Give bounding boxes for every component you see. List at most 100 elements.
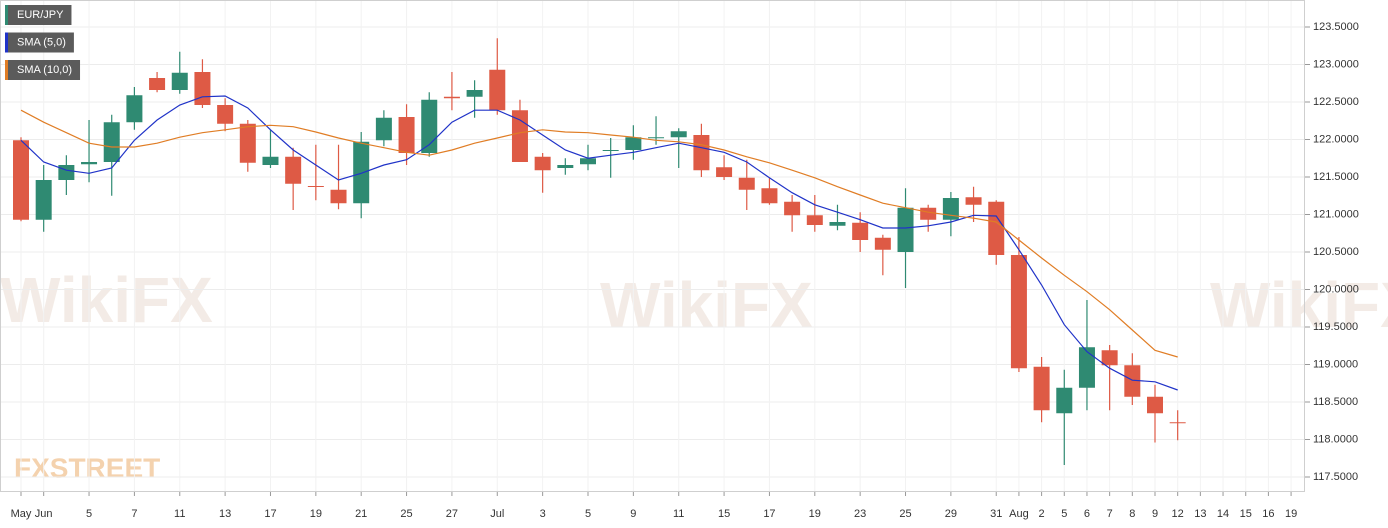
x-tick-label: 11: [673, 508, 684, 520]
x-tick-label: 15: [718, 508, 730, 520]
candle-body: [897, 207, 914, 252]
candle-body: [398, 117, 415, 153]
x-tick-label: 19: [1285, 508, 1297, 520]
x-tick-label: 13: [219, 508, 231, 520]
candle-body: [171, 72, 188, 90]
candle-body: [13, 140, 29, 220]
plot: 117.5000 118.0000 118.5000 119.0000 119.5000…: [0, 0, 1359, 520]
candle-body: [217, 105, 234, 124]
x-tick-label: Aug: [1009, 508, 1029, 520]
x-tick-label: 23: [854, 508, 866, 520]
candle-body: [648, 137, 665, 139]
candle-body: [716, 167, 733, 177]
candle-body: [1147, 396, 1163, 414]
candle-body: [81, 162, 98, 165]
candle-body: [806, 215, 823, 225]
legend-swatch: [5, 60, 8, 80]
x-tick-label: 11: [174, 508, 185, 520]
x-tick-label: 16: [1262, 508, 1274, 520]
candle-body: [421, 99, 438, 153]
watermark: WikiFX: [0, 264, 213, 336]
x-tick-label: 2: [1039, 508, 1045, 520]
candle-body: [126, 95, 143, 123]
x-tick-label: 14: [1217, 508, 1229, 520]
legend: EUR/JPY SMA (5,0) SMA (10,0): [5, 5, 81, 80]
x-tick-label: 5: [86, 508, 92, 520]
x-tick-label: 17: [264, 508, 276, 520]
candle-body: [443, 96, 460, 99]
candle-body: [1078, 347, 1095, 388]
candle-body: [1033, 366, 1050, 411]
line: [20, 95, 1178, 391]
y-tick-label: 122.5000: [1313, 96, 1359, 108]
legend-box: [5, 5, 72, 25]
x-tick-label: 9: [1152, 508, 1158, 520]
x-tick-label: 5: [585, 508, 591, 520]
candle-body: [330, 189, 347, 204]
candle-body: [1056, 387, 1073, 414]
watermark: WikiFX: [1210, 269, 1388, 341]
x-tick-label: 3: [540, 508, 546, 520]
line: [20, 109, 1178, 358]
candle-body: [1124, 365, 1141, 397]
x-tick-label: 5: [1061, 508, 1067, 520]
legend-item: EUR/JPY: [5, 5, 72, 25]
x-tick-label: 15: [1240, 508, 1252, 520]
candle-body: [534, 156, 551, 171]
candle-body: [761, 188, 778, 204]
candle-body: [353, 141, 370, 204]
candle-body: [625, 137, 642, 150]
x-tick-label: May: [11, 508, 32, 520]
candle-body: [194, 72, 211, 105]
legend-swatch: [5, 5, 8, 25]
candle-body: [466, 90, 483, 97]
candle-body: [1169, 422, 1186, 424]
candle-body: [307, 186, 324, 187]
legend-swatch: [5, 32, 8, 53]
legend-box: [5, 32, 74, 53]
candle-body: [1101, 350, 1118, 366]
candle-body: [965, 197, 982, 205]
candle-body: [988, 201, 1005, 255]
y-tick-label: 119.5000: [1313, 321, 1358, 333]
x-tick-label: 17: [763, 508, 775, 520]
y-tick-label: 122.0000: [1313, 133, 1359, 145]
y-tick-label: 123.5000: [1313, 21, 1359, 33]
watermark: WikiFX: [600, 269, 813, 341]
legend-item: SMA (10,0): [5, 60, 81, 80]
logo: FXSTREET: [14, 452, 160, 483]
x-tick-label: 8: [1129, 508, 1135, 520]
x-tick-label: Jul: [490, 508, 504, 520]
x-tick-label: 7: [1107, 508, 1113, 520]
x-tick-label: 7: [131, 508, 137, 520]
candle-body: [874, 237, 891, 250]
candle-body: [375, 117, 392, 141]
candle-body: [239, 123, 256, 163]
candle-body: [580, 158, 596, 165]
x-tick-label: 9: [630, 508, 636, 520]
legend-label: SMA (10,0): [17, 64, 72, 76]
y-tick-label: 119.0000: [1313, 358, 1358, 370]
x-tick-label: 12: [1172, 508, 1184, 520]
candle-body: [149, 78, 166, 90]
candle-body: [103, 122, 120, 162]
x-tick-label: 25: [400, 508, 412, 520]
x-tick-label: 31: [990, 508, 1002, 520]
x-tick-label: 19: [809, 508, 821, 520]
x-tick-label: 6: [1084, 508, 1090, 520]
y-tick-label: 120.5000: [1313, 246, 1359, 258]
candle-body: [670, 131, 687, 138]
candle-body: [35, 180, 52, 220]
x-tick-label: 25: [899, 508, 911, 520]
candle-body: [262, 156, 279, 165]
x-tick-label: 21: [355, 508, 367, 520]
legend-label: SMA (5,0): [17, 36, 66, 48]
y-tick-label: 118.5000: [1313, 396, 1358, 408]
plot-border: [0, 0, 1305, 492]
y-tick-label: 120.0000: [1313, 283, 1359, 295]
y-tick-label: 123.0000: [1313, 58, 1359, 70]
y-tick-label: 121.0000: [1313, 208, 1359, 220]
candle-body: [602, 150, 619, 151]
candle-body: [58, 165, 75, 180]
